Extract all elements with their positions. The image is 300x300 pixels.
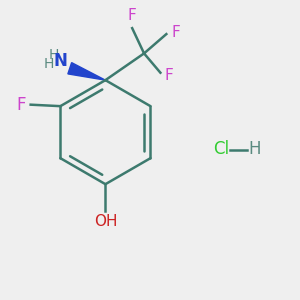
Text: Cl: Cl	[213, 140, 229, 158]
Text: OH: OH	[94, 214, 117, 229]
Text: H: H	[248, 140, 261, 158]
Text: F: F	[165, 68, 174, 82]
Text: F: F	[17, 96, 26, 114]
Text: F: F	[172, 25, 180, 40]
Text: N: N	[54, 52, 68, 70]
Polygon shape	[68, 63, 105, 80]
Text: F: F	[128, 8, 136, 23]
Text: H: H	[48, 48, 59, 62]
Text: H: H	[43, 57, 53, 71]
